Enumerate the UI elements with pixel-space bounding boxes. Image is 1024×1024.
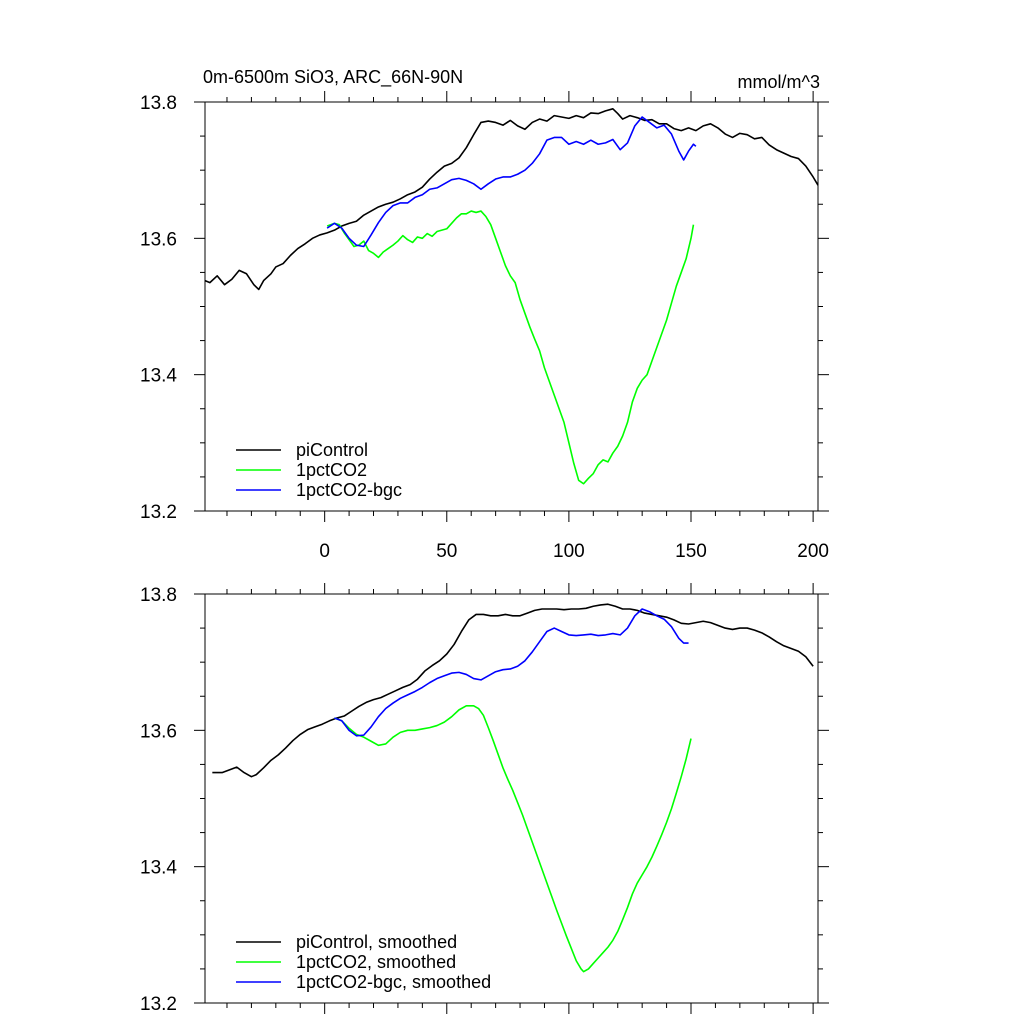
top-y-tick-label: 13.6 xyxy=(140,229,177,250)
bottom-series-line-2 xyxy=(334,608,689,737)
top-chart-series xyxy=(204,108,819,485)
bottom-y-tick-label: 13.2 xyxy=(140,994,177,1015)
top-x-tick-label: 50 xyxy=(436,541,457,562)
bottom-chart-panel: 13.213.413.613.8 piControl, smoothed1pct… xyxy=(140,583,829,1015)
top-chart-axes: 0 50 100 150 200 13.2 13.4 13.6 13.8 xyxy=(140,91,829,562)
bottom-y-tick-label: 13.4 xyxy=(140,858,177,879)
top-x-tick-label: 0 xyxy=(319,541,330,562)
top-x-tick-label: 200 xyxy=(797,541,829,562)
bottom-legend-label-2: 1pctCO2-bgc, smoothed xyxy=(296,972,491,992)
top-series-line-0 xyxy=(204,108,819,291)
top-chart-title: 0m-6500m SiO3, ARC_66N-90N xyxy=(203,67,463,88)
bottom-series-line-0 xyxy=(212,603,814,778)
bottom-chart-axes: 13.2 13.4 13.6 13.8 xyxy=(140,583,829,1015)
top-legend-label-2: 1pctCO2-bgc xyxy=(296,480,402,500)
bottom-series-line-1 xyxy=(334,704,692,973)
top-y-tick-label: 13.4 xyxy=(140,366,177,387)
top-x-tick-label: 150 xyxy=(675,541,707,562)
bottom-legend-label-1: 1pctCO2, smoothed xyxy=(296,952,456,972)
bottom-chart-series xyxy=(212,603,814,973)
top-series-line-1 xyxy=(326,210,695,485)
bottom-y-tick-label: 13.8 xyxy=(140,585,177,606)
top-legend-label-0: piControl xyxy=(296,440,368,460)
top-legend-label-1: 1pctCO2 xyxy=(296,460,367,480)
top-y-tick-label: 13.2 xyxy=(140,502,177,523)
top-x-tick-label: 100 xyxy=(553,541,585,562)
bottom-y-tick-label: 13.6 xyxy=(140,721,177,742)
top-chart-panel: 0m-6500m SiO3, ARC_66N-90N mmol/m^3 0 50 1… xyxy=(140,67,829,562)
top-y-tick-label: 13.8 xyxy=(140,93,177,114)
bottom-legend-label-0: piControl, smoothed xyxy=(296,932,457,952)
top-chart-units: mmol/m^3 xyxy=(738,72,820,92)
top-series-line-2 xyxy=(326,116,697,248)
